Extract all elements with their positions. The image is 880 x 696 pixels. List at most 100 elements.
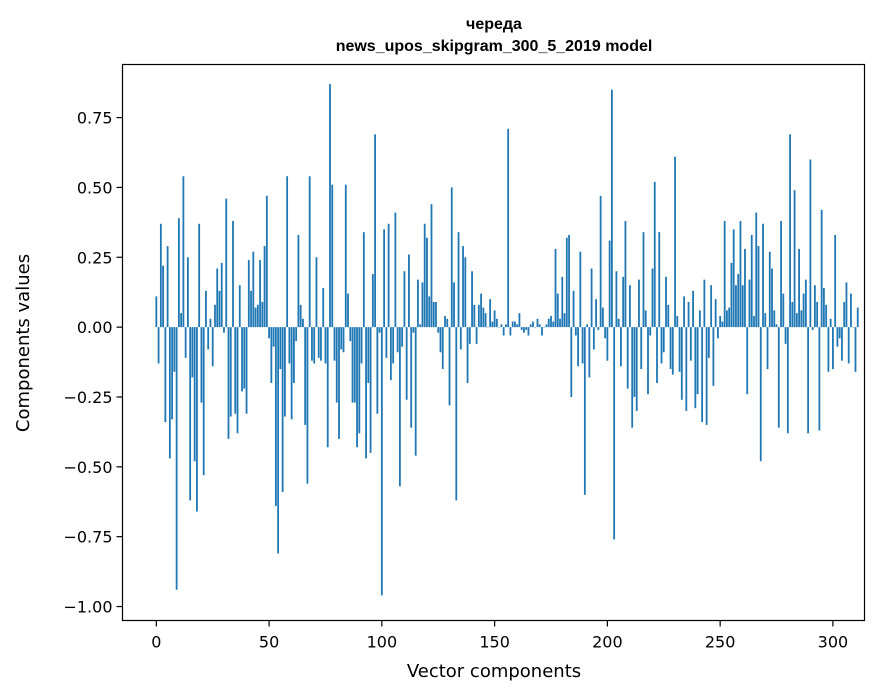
bar-163 [523,327,525,333]
bar-170 [538,324,541,328]
bar-103 [387,223,390,328]
bar-273 [771,268,773,328]
bar-81 [338,327,340,439]
bar-117 [419,324,422,328]
bar-66 [304,327,307,425]
bar-206 [620,327,622,367]
bar-141 [473,304,476,328]
bar-271 [766,327,769,370]
bar-185 [572,290,575,328]
bar-151 [495,318,498,328]
bar-286 [800,310,803,328]
bar-5 [166,246,169,328]
y-axis-ticks: −1.00 −0.75 −0.50 −0.25 0.00 0.25 0.50 0.75 [63,109,123,617]
y-tick-label: −1.00 [63,598,112,617]
bar-77 [329,84,331,328]
bar-157 [509,327,512,336]
bar-54 [277,327,280,554]
y-tick-label: 0.75 [77,109,113,128]
bar-272 [768,251,771,328]
bar-195 [595,299,598,328]
bar-58 [286,176,289,328]
bar-60 [290,327,293,420]
bar-258 [737,274,740,328]
bar-241 [698,310,701,328]
bar-171 [541,327,543,336]
bar-71 [315,257,318,328]
bar-224 [660,327,663,364]
chart-title: череда [466,16,522,33]
x-axis-label: Vector components [407,661,581,682]
bar-162 [520,327,523,330]
bar-238 [692,290,694,328]
bar-93 [365,327,367,459]
x-tick-label: 200 [592,633,623,652]
bar-283 [793,190,796,328]
bar-282 [791,301,794,328]
bar-310 [854,327,857,372]
bar-86 [349,327,352,342]
bar-274 [773,310,776,328]
bar-189 [581,327,584,364]
bar-150 [493,310,496,328]
bar-26 [214,304,216,328]
bar-261 [744,248,746,328]
bar-63 [297,234,300,328]
bar-119 [423,223,426,328]
bar-105 [392,327,395,364]
bar-29 [220,262,223,328]
bar-130 [448,327,451,406]
bar-138 [466,327,469,384]
bar-166 [529,324,532,328]
bar-65 [302,318,304,328]
bar-84 [344,184,347,328]
bar-223 [658,232,661,328]
y-tick-label: −0.25 [63,388,112,407]
bar-307 [847,327,850,364]
bar-308 [850,293,852,328]
bar-88 [353,327,356,403]
bar-82 [340,327,343,350]
bar-265 [753,315,755,328]
bar-126 [439,327,442,353]
bar-41 [247,260,250,328]
bar-121 [428,296,431,328]
bar-214 [638,279,640,328]
bar-262 [746,327,749,395]
bar-299 [829,318,832,328]
bar-11 [180,313,183,328]
bar-230 [674,156,676,328]
bar-219 [649,327,652,336]
bar-42 [250,290,252,328]
bar-289 [807,327,810,434]
bar-287 [802,293,805,328]
bar-247 [712,327,715,386]
bar-246 [710,285,713,328]
bar-231 [676,315,679,328]
y-tick-label: 0.00 [77,318,113,337]
x-tick-label: 100 [367,633,398,652]
bar-245 [707,327,710,358]
bar-180 [561,276,564,328]
bar-240 [696,327,699,395]
chart-subtitle: news_upos_skipgram_300_5_2019 model [336,38,653,55]
bar-76 [326,327,329,448]
bar-56 [281,327,284,492]
bar-199 [604,327,607,339]
bar-134 [457,232,460,328]
bar-25 [211,327,214,367]
bar-153 [500,324,503,328]
bar-220 [651,268,654,328]
bar-227 [667,304,670,328]
bar-198 [601,307,604,328]
bar-213 [635,327,638,411]
x-tick-label: 50 [259,633,279,652]
bar-27 [216,268,219,328]
bar-294 [818,327,821,431]
bar-297 [825,304,828,328]
bar-114 [412,327,415,333]
bar-116 [417,279,419,328]
bar-178 [556,293,559,328]
bar-248 [714,299,717,328]
bar-279 [784,327,787,344]
